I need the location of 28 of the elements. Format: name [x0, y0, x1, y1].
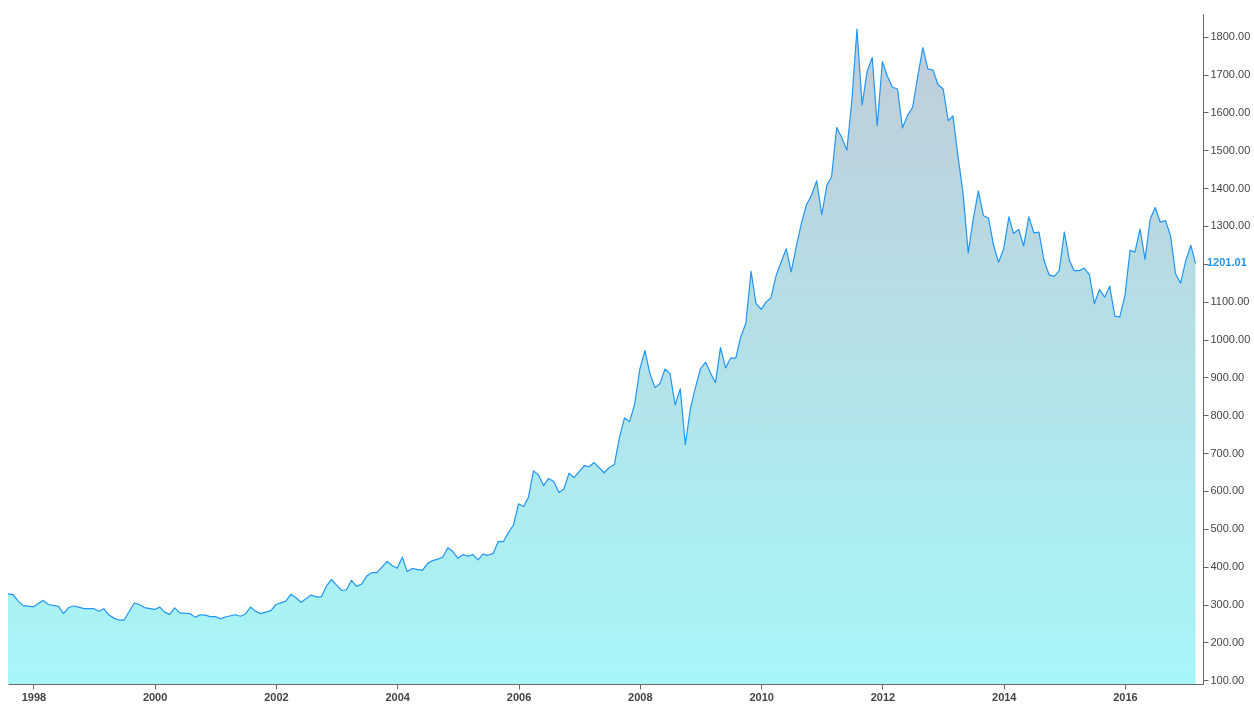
y-tick-label: 1500.00 [1210, 143, 1251, 156]
y-tick-label: 1000.00 [1210, 333, 1251, 346]
y-tick-label: 500.00 [1210, 522, 1245, 535]
x-tick-label: 2010 [749, 690, 774, 703]
y-tick-label: 1300.00 [1210, 219, 1251, 232]
text: 1201.01 [1207, 256, 1247, 269]
y-tick-label: 300.00 [1210, 598, 1245, 611]
y-tick-label: 1600.00 [1210, 105, 1251, 118]
x-tick-label: 2002 [264, 690, 289, 703]
y-tick-label: 700.00 [1210, 446, 1245, 459]
x-tick-label: 2006 [506, 690, 532, 703]
x-tick-label: 2016 [1113, 690, 1138, 703]
y-tick-label: 400.00 [1210, 560, 1245, 573]
x-tick-label: 2008 [628, 690, 653, 703]
x-tick-label: 2014 [992, 690, 1018, 703]
y-tick-label: 100.00 [1210, 673, 1245, 686]
y-tick-label: 800.00 [1210, 408, 1245, 421]
y-tick-label: 1800.00 [1210, 30, 1251, 43]
x-tick-label: 2012 [870, 690, 896, 703]
x-tick-label: 2000 [142, 690, 168, 703]
x-tick-label: 1998 [21, 690, 47, 703]
y-tick-label: 1700.00 [1210, 68, 1251, 81]
y-tick-label: 1100.00 [1210, 295, 1250, 308]
y-tick-label: 900.00 [1210, 370, 1245, 383]
y-tick-label: 1400.00 [1210, 181, 1251, 194]
x-tick-label: 2004 [385, 690, 411, 703]
y-tick-label: 200.00 [1210, 635, 1245, 648]
y-tick-label: 600.00 [1210, 484, 1245, 497]
